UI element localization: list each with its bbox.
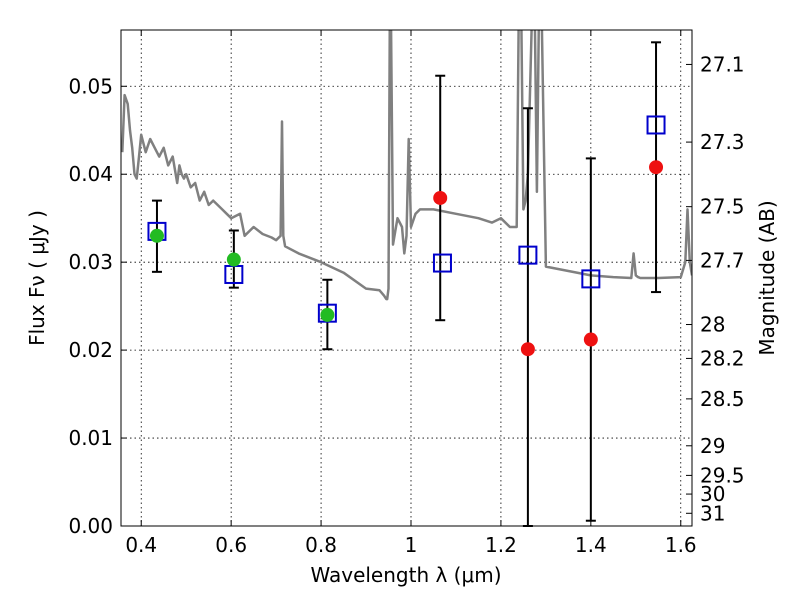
magnitude-tick-label: 27.1	[700, 52, 745, 76]
x-tick-label: 1.2	[485, 533, 517, 557]
magnitude-tick-label: 29.5	[700, 463, 745, 487]
observed-flux-points	[149, 160, 664, 357]
magnitude-tick-label: 31	[700, 501, 725, 525]
model-flux-squares	[147, 115, 666, 323]
model-sed-spectrum-line	[121, 30, 692, 301]
model-flux-square	[518, 245, 538, 265]
magnitude-tick-label: 28.5	[700, 387, 745, 411]
observed-flux-point-upper-limit	[520, 342, 535, 357]
magnitude-tick-label: 30	[700, 482, 725, 506]
y-axis-label: Flux Fν ( μJy )	[25, 210, 49, 346]
y-tick-label: 0.00	[68, 514, 113, 538]
y-axis-ticks: 0.00 0.01 0.02 0.03 0.04 0.05	[68, 74, 127, 538]
right-axis-label: Magnitude (AB)	[755, 200, 779, 355]
x-tick-label: 0.8	[305, 533, 337, 557]
x-tick-label: 1.6	[665, 533, 697, 557]
x-tick-label: 0.6	[215, 533, 247, 557]
observed-flux-point-detected	[320, 307, 335, 322]
model-flux-square	[432, 253, 452, 273]
y-tick-label: 0.04	[68, 162, 113, 186]
plot-frame	[120, 29, 693, 527]
observed-flux-point-detected	[226, 252, 241, 267]
model-sed-layer	[121, 30, 692, 301]
y-tick-label: 0.05	[68, 74, 113, 98]
magnitude-tick-label: 28.2	[700, 346, 745, 370]
magnitude-tick-label: 27.3	[700, 130, 745, 154]
y-tick-label: 0.01	[68, 426, 113, 450]
magnitude-tick-label: 29	[700, 434, 725, 458]
observed-flux-point-detected	[149, 228, 164, 243]
observed-flux-point-upper-limit	[583, 332, 598, 347]
observed-flux-point-upper-limit	[649, 160, 664, 175]
magnitude-tick-label: 28	[700, 313, 725, 337]
x-tick-label: 1	[405, 533, 418, 557]
magnitude-tick-label: 27.5	[700, 195, 745, 219]
x-axis-ticks: 0.4 0.6 0.8 1 1.2 1.4 1.6	[125, 30, 697, 557]
model-flux-square	[581, 269, 601, 289]
x-axis-label: Wavelength λ (μm)	[310, 563, 501, 587]
observed-flux-point-upper-limit	[433, 190, 448, 205]
y-tick-label: 0.02	[68, 338, 113, 362]
x-tick-label: 1.4	[575, 533, 607, 557]
model-flux-square	[646, 115, 666, 135]
x-tick-label: 0.4	[125, 533, 157, 557]
magnitude-tick-label: 27.7	[700, 248, 745, 272]
y-tick-label: 0.03	[68, 250, 113, 274]
